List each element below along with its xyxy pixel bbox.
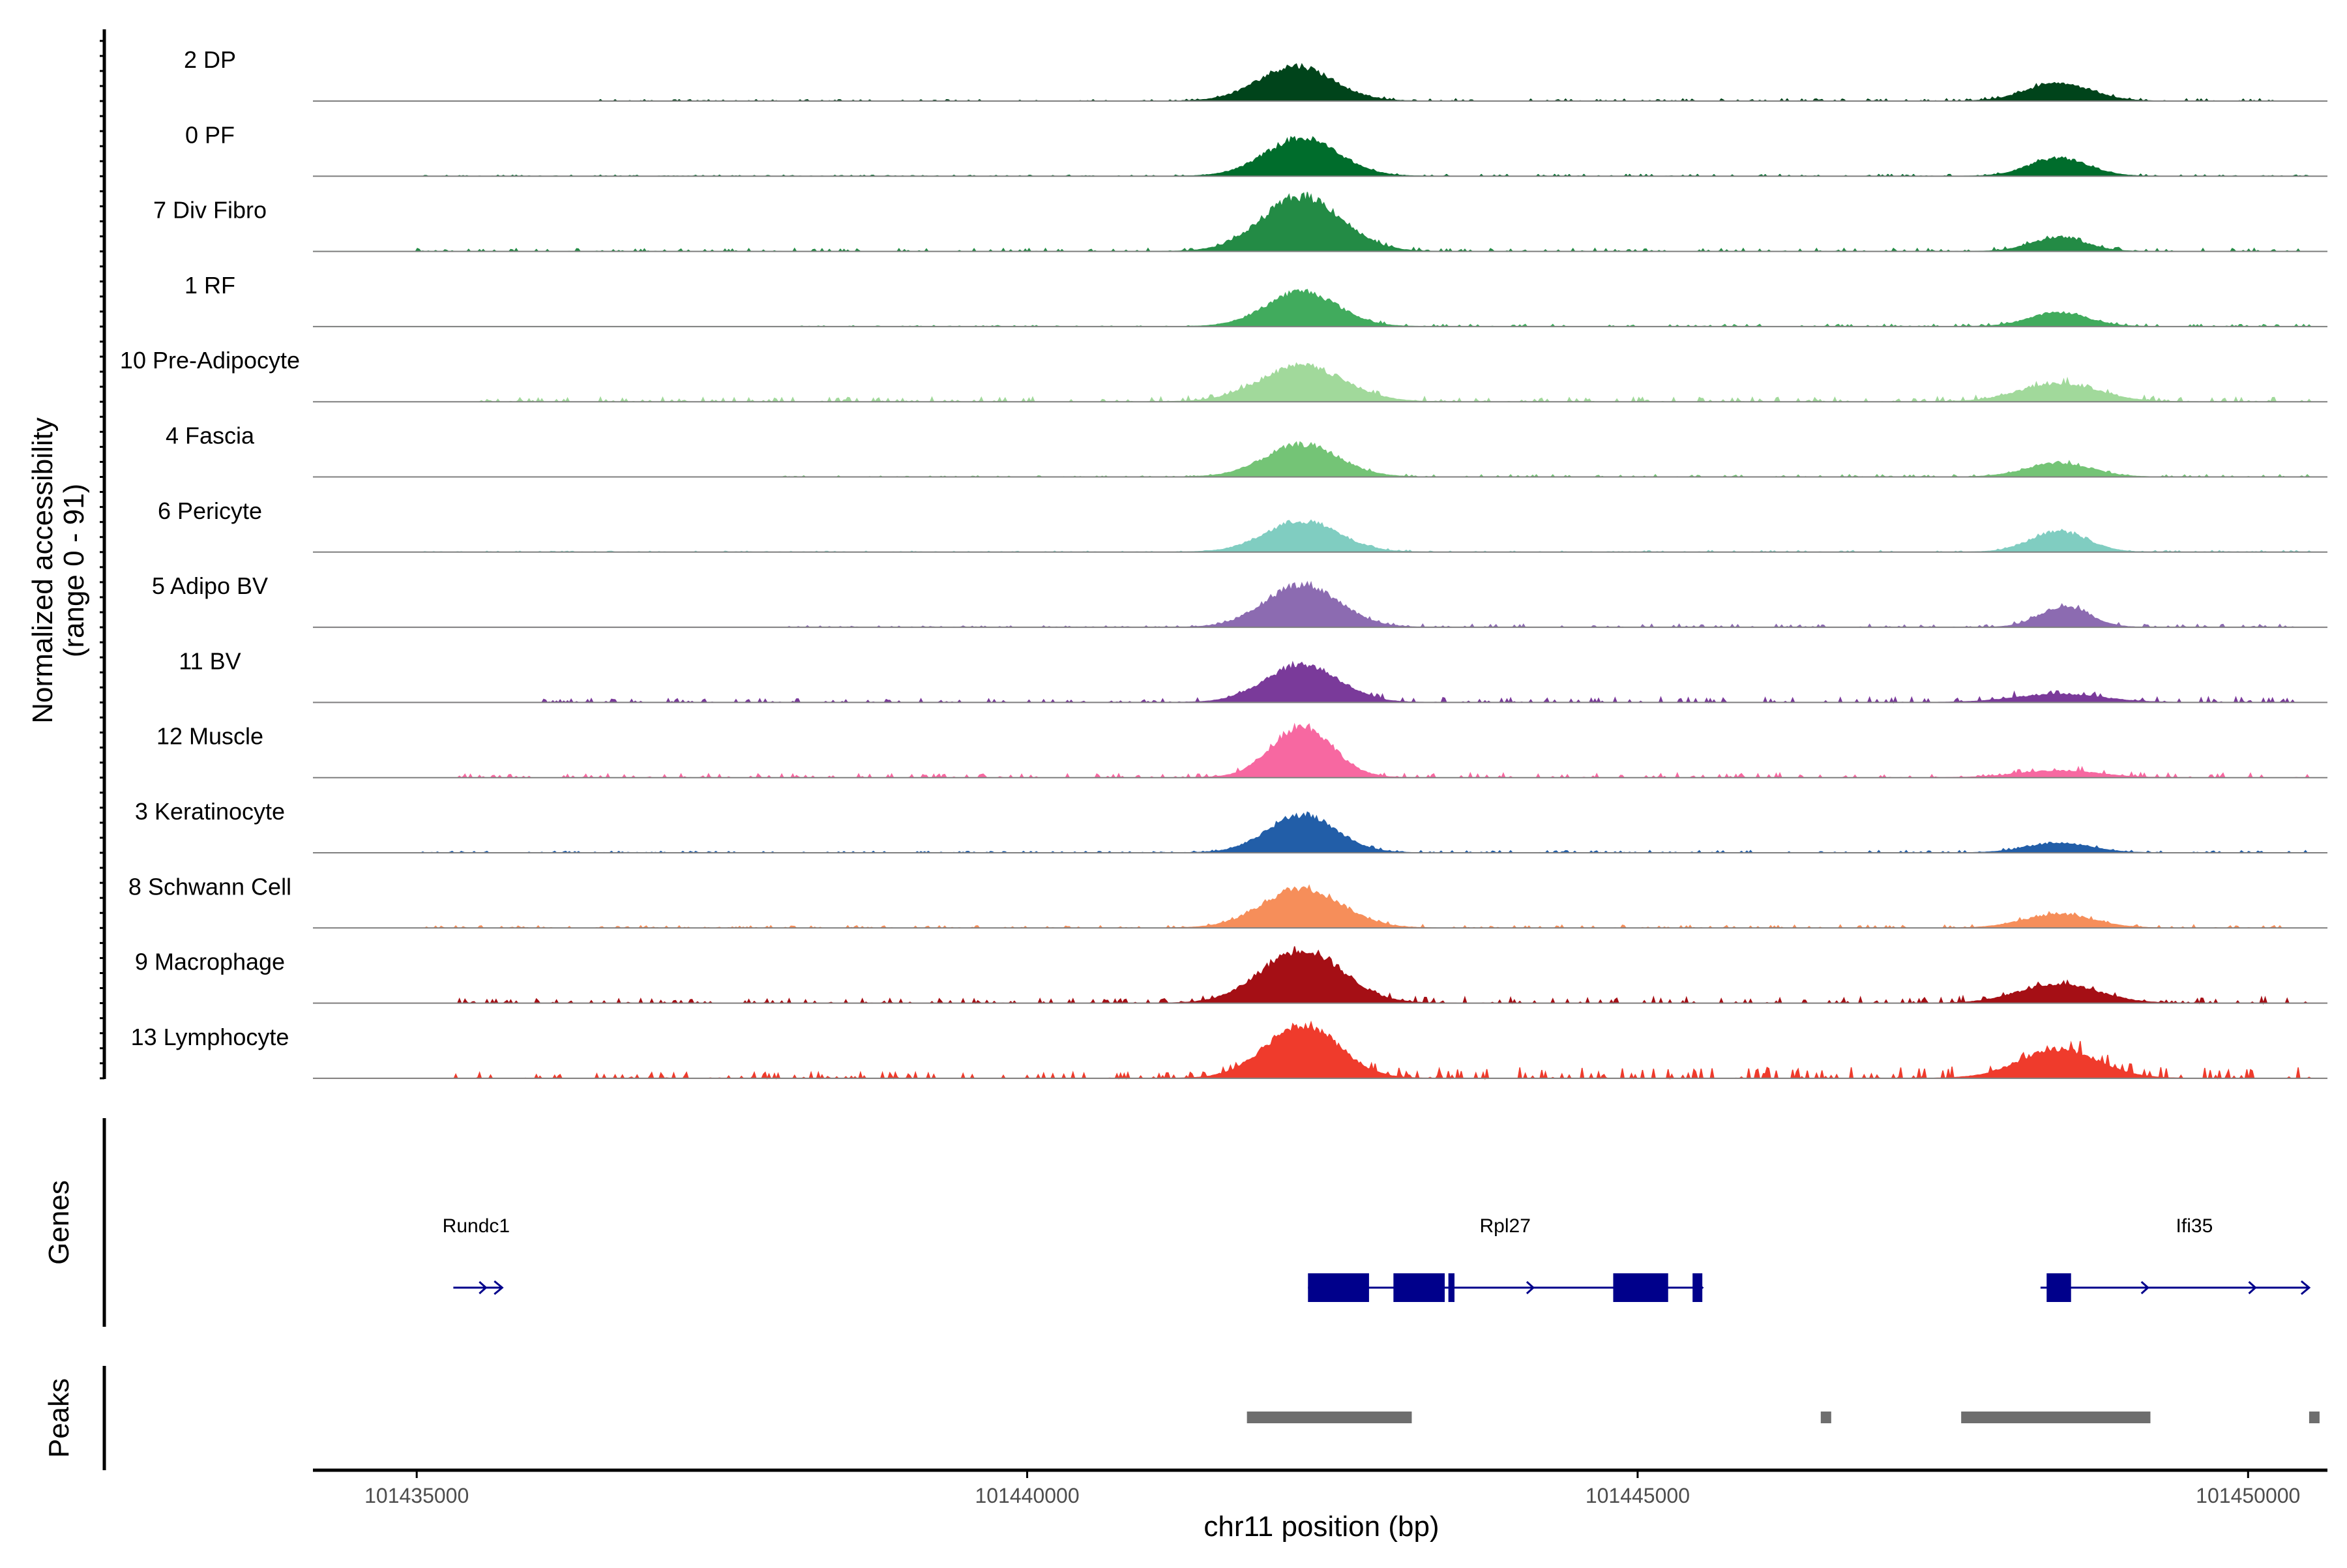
- track-10: 12 Muscle: [156, 722, 2327, 779]
- x-tick-label: 101440000: [975, 1484, 1079, 1507]
- gene-rundc1: Rundc1: [443, 1215, 510, 1295]
- track-4: 1 RF: [185, 272, 2327, 327]
- gene-label: Rpl27: [1480, 1215, 1531, 1237]
- x-axis-ticks: 101435000 101440000 101445000 101450000: [364, 1470, 2300, 1507]
- exon: [2046, 1273, 2071, 1302]
- track-9: 11 BV: [179, 647, 2327, 704]
- track-5: 10 Pre-Adipocyte: [120, 347, 2327, 403]
- track-2: 0 PF: [185, 121, 2327, 177]
- strand-arrow: [494, 1280, 504, 1295]
- coverage-area: [313, 946, 2327, 1005]
- y-axis-title: Normalized accessibility: [27, 417, 59, 723]
- peak-region: [1820, 1412, 1831, 1423]
- track-label: 0 PF: [185, 121, 235, 148]
- genes-panel-label: Genes: [43, 1180, 75, 1265]
- gene-ifi35: Ifi35: [2040, 1215, 2311, 1302]
- strand-arrow: [479, 1280, 488, 1295]
- track-11: 3 Keratinocyte: [135, 798, 2327, 854]
- coverage-area: [313, 1020, 2327, 1080]
- strand-arrow: [1526, 1280, 1535, 1295]
- track-8: 5 Adipo BV: [152, 572, 2327, 629]
- exon: [1692, 1273, 1703, 1302]
- coverage-area: [313, 362, 2327, 403]
- track-label: 13 Lymphocyte: [131, 1024, 289, 1050]
- track-label: 5 Adipo BV: [152, 572, 268, 599]
- coverage-area: [313, 192, 2327, 252]
- track-label: 12 Muscle: [156, 723, 263, 750]
- x-tick-label: 101435000: [364, 1484, 469, 1507]
- coverage-area: [313, 580, 2327, 629]
- track-label: 9 Macrophage: [135, 949, 285, 975]
- coverage-area: [313, 722, 2327, 779]
- x-tick-label: 101450000: [2196, 1484, 2300, 1507]
- track-label: 4 Fascia: [166, 422, 255, 449]
- peaks-panel-label: Peaks: [43, 1378, 75, 1458]
- track-label: 10 Pre-Adipocyte: [120, 347, 300, 374]
- exon: [1393, 1273, 1445, 1302]
- track-label: 7 Div Fibro: [153, 197, 267, 224]
- x-tick-label: 101445000: [1586, 1484, 1690, 1507]
- track-6: 4 Fascia: [166, 422, 2327, 478]
- track-3: 7 Div Fibro: [153, 192, 2327, 252]
- coverage-area: [313, 660, 2327, 704]
- coverage-area: [313, 884, 2327, 929]
- strand-arrow: [2140, 1280, 2149, 1295]
- y-axis-range-label: (range 0 - 91): [58, 484, 90, 658]
- exon: [1308, 1273, 1369, 1302]
- peak-region: [1961, 1412, 2151, 1423]
- track-label: 3 Keratinocyte: [135, 798, 285, 825]
- track-13: 9 Macrophage: [135, 946, 2327, 1005]
- gene-label: Ifi35: [2176, 1215, 2213, 1237]
- track-label: 1 RF: [185, 272, 235, 299]
- strand-arrow: [2248, 1280, 2257, 1295]
- gene-label: Rundc1: [443, 1215, 510, 1237]
- peak-region: [2309, 1412, 2320, 1423]
- track-12: 8 Schwann Cell: [128, 873, 2327, 929]
- coverage-area: [313, 441, 2327, 478]
- peak-region: [1247, 1412, 1412, 1423]
- track-1: 2 DP: [184, 46, 2327, 102]
- coverage-area: [313, 136, 2327, 177]
- track-14: 13 Lymphocyte: [131, 1020, 2327, 1080]
- coverage-area: [313, 63, 2327, 102]
- track-label: 6 Pericyte: [158, 497, 262, 524]
- coverage-area: [313, 519, 2327, 553]
- gene-annotations: Rundc1 Rpl27 Ifi35: [443, 1215, 2311, 1302]
- coverage-tracks: 2 DP 0 PF 7 Div Fibro 1 RF 10 Pre-Adipocyte 4…: [120, 46, 2327, 1080]
- peak-regions: [1247, 1412, 2320, 1423]
- y-axis-title-group: Normalized accessibility (range 0 - 91): [27, 417, 90, 723]
- y-axis-ticks: [100, 40, 104, 1080]
- track-label: 2 DP: [184, 46, 236, 73]
- exon: [1448, 1273, 1454, 1302]
- coverage-area: [313, 811, 2327, 854]
- strand-arrow: [2300, 1280, 2311, 1295]
- track-7: 6 Pericyte: [158, 497, 2327, 553]
- track-label: 11 BV: [179, 647, 241, 674]
- gene-rpl27: Rpl27: [1308, 1215, 1704, 1302]
- x-axis-title: chr11 position (bp): [1203, 1511, 1439, 1543]
- exon: [1613, 1273, 1668, 1302]
- coverage-area: [313, 289, 2327, 327]
- track-label: 8 Schwann Cell: [128, 873, 291, 900]
